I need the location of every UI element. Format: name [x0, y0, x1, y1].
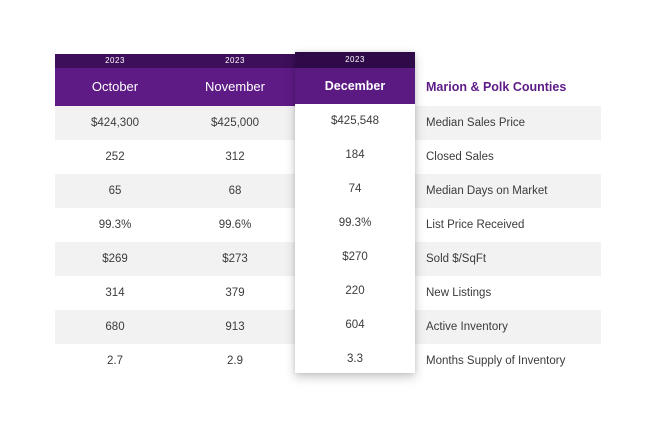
table-cell: 99.3% [295, 206, 415, 240]
column-october: 2023 October $424,300 252 65 99.3% $269 … [55, 54, 175, 378]
month-header: December [295, 68, 415, 104]
column-december-highlight: 2023 December $425,548 184 74 99.3% $270… [295, 52, 415, 373]
table-cell: $273 [175, 242, 295, 276]
metric-label: Sold $/SqFt [415, 242, 601, 276]
table-cell: 2.9 [227, 355, 243, 367]
column-november: 2023 November $425,000 312 68 99.6% $273… [175, 54, 295, 378]
metric-label: New Listings [426, 287, 492, 299]
table-cell: 184 [295, 138, 415, 172]
metric-label: Median Sales Price [415, 106, 601, 140]
table-cell: $270 [295, 240, 415, 274]
table-cell: 68 [175, 174, 295, 208]
metric-label: Median Days on Market [415, 174, 601, 208]
year-label: 2023 [295, 52, 415, 68]
table-cell: 252 [105, 151, 125, 163]
table-cell: 604 [295, 308, 415, 342]
metric-label: Active Inventory [415, 310, 601, 344]
table-cell: 680 [55, 310, 175, 344]
table-cell: $269 [55, 242, 175, 276]
month-header: October [55, 68, 175, 106]
metric-label: Closed Sales [426, 151, 494, 163]
table-cell: 379 [225, 287, 245, 299]
table-cell: $425,000 [175, 106, 295, 140]
table-cell: 2.7 [107, 355, 123, 367]
table-cell: 913 [175, 310, 295, 344]
table-cell: 3.3 [295, 342, 415, 373]
table-cell: 220 [295, 274, 415, 308]
table-cell: $425,548 [295, 104, 415, 138]
table-cell: 312 [225, 151, 245, 163]
table-cell: 65 [55, 174, 175, 208]
table-cell: 99.3% [98, 219, 132, 231]
metric-label: Months Supply of Inventory [426, 355, 566, 367]
table-cell: 74 [295, 172, 415, 206]
table-cell: 99.6% [218, 219, 252, 231]
metric-labels: Median Sales Price Closed Sales Median D… [415, 106, 601, 378]
year-label: 2023 [175, 54, 295, 68]
table-cell: 314 [105, 287, 125, 299]
region-title: Marion & Polk Counties [426, 80, 567, 94]
year-label: 2023 [55, 54, 175, 68]
month-header: November [175, 68, 295, 106]
metric-label: List Price Received [426, 219, 525, 231]
table-cell: $424,300 [55, 106, 175, 140]
